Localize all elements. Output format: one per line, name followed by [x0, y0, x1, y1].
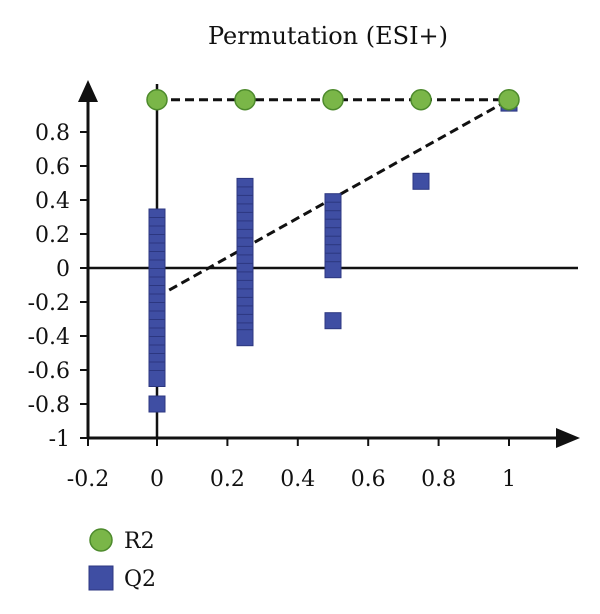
legend-label-q2: Q2: [124, 567, 156, 592]
y-tick-label: -0.2: [28, 291, 70, 316]
ticks: -1 -0.8 -0.6 -0.4 -0.2 0 0.2 0.4 0.6 0.8 -0.2 0 0.2 0…: [28, 121, 516, 492]
x-tick-label: -0.2: [67, 467, 109, 492]
legend-marker-q2: [88, 565, 114, 591]
marks: [146, 88, 520, 413]
y-tick-label: -1: [49, 427, 70, 452]
x-tick-label: 0.2: [210, 467, 245, 492]
legend-marker-r2: [89, 528, 113, 552]
y-tick-label: 0.8: [35, 121, 70, 146]
y-tick-label: 0: [56, 257, 70, 282]
data-point-q2: [236, 329, 254, 347]
x-tick-label: 0.8: [421, 467, 456, 492]
data-point-q2: [148, 395, 166, 413]
data-point-r2: [234, 88, 256, 111]
y-tick-label: -0.8: [28, 393, 70, 418]
x-tick-label: 0.6: [351, 467, 386, 492]
data-point-r2: [498, 88, 520, 111]
y-tick-label: -0.4: [28, 325, 70, 350]
y-tick-label: 0.2: [35, 223, 70, 248]
chart-title: Permutation (ESI+): [208, 22, 448, 50]
y-tick-label: 0.6: [35, 155, 70, 180]
data-point-q2: [324, 312, 342, 330]
y-axis-arrow: [78, 80, 98, 102]
data-point-r2: [322, 88, 344, 111]
legend: R2 Q2: [88, 528, 156, 592]
data-point-q2: [412, 172, 430, 190]
x-tick-label: 1: [502, 467, 516, 492]
data-point-q2: [324, 261, 342, 279]
x-tick-label: 0: [150, 467, 164, 492]
x-tick-label: 0.4: [280, 467, 315, 492]
y-tick-label: -0.6: [28, 359, 70, 384]
legend-label-r2: R2: [124, 529, 155, 554]
data-point-r2: [146, 88, 168, 111]
y-tick-label: 0.4: [35, 189, 70, 214]
data-point-r2: [410, 88, 432, 111]
data-point-q2: [148, 370, 166, 387]
x-axis-arrow: [556, 428, 580, 448]
